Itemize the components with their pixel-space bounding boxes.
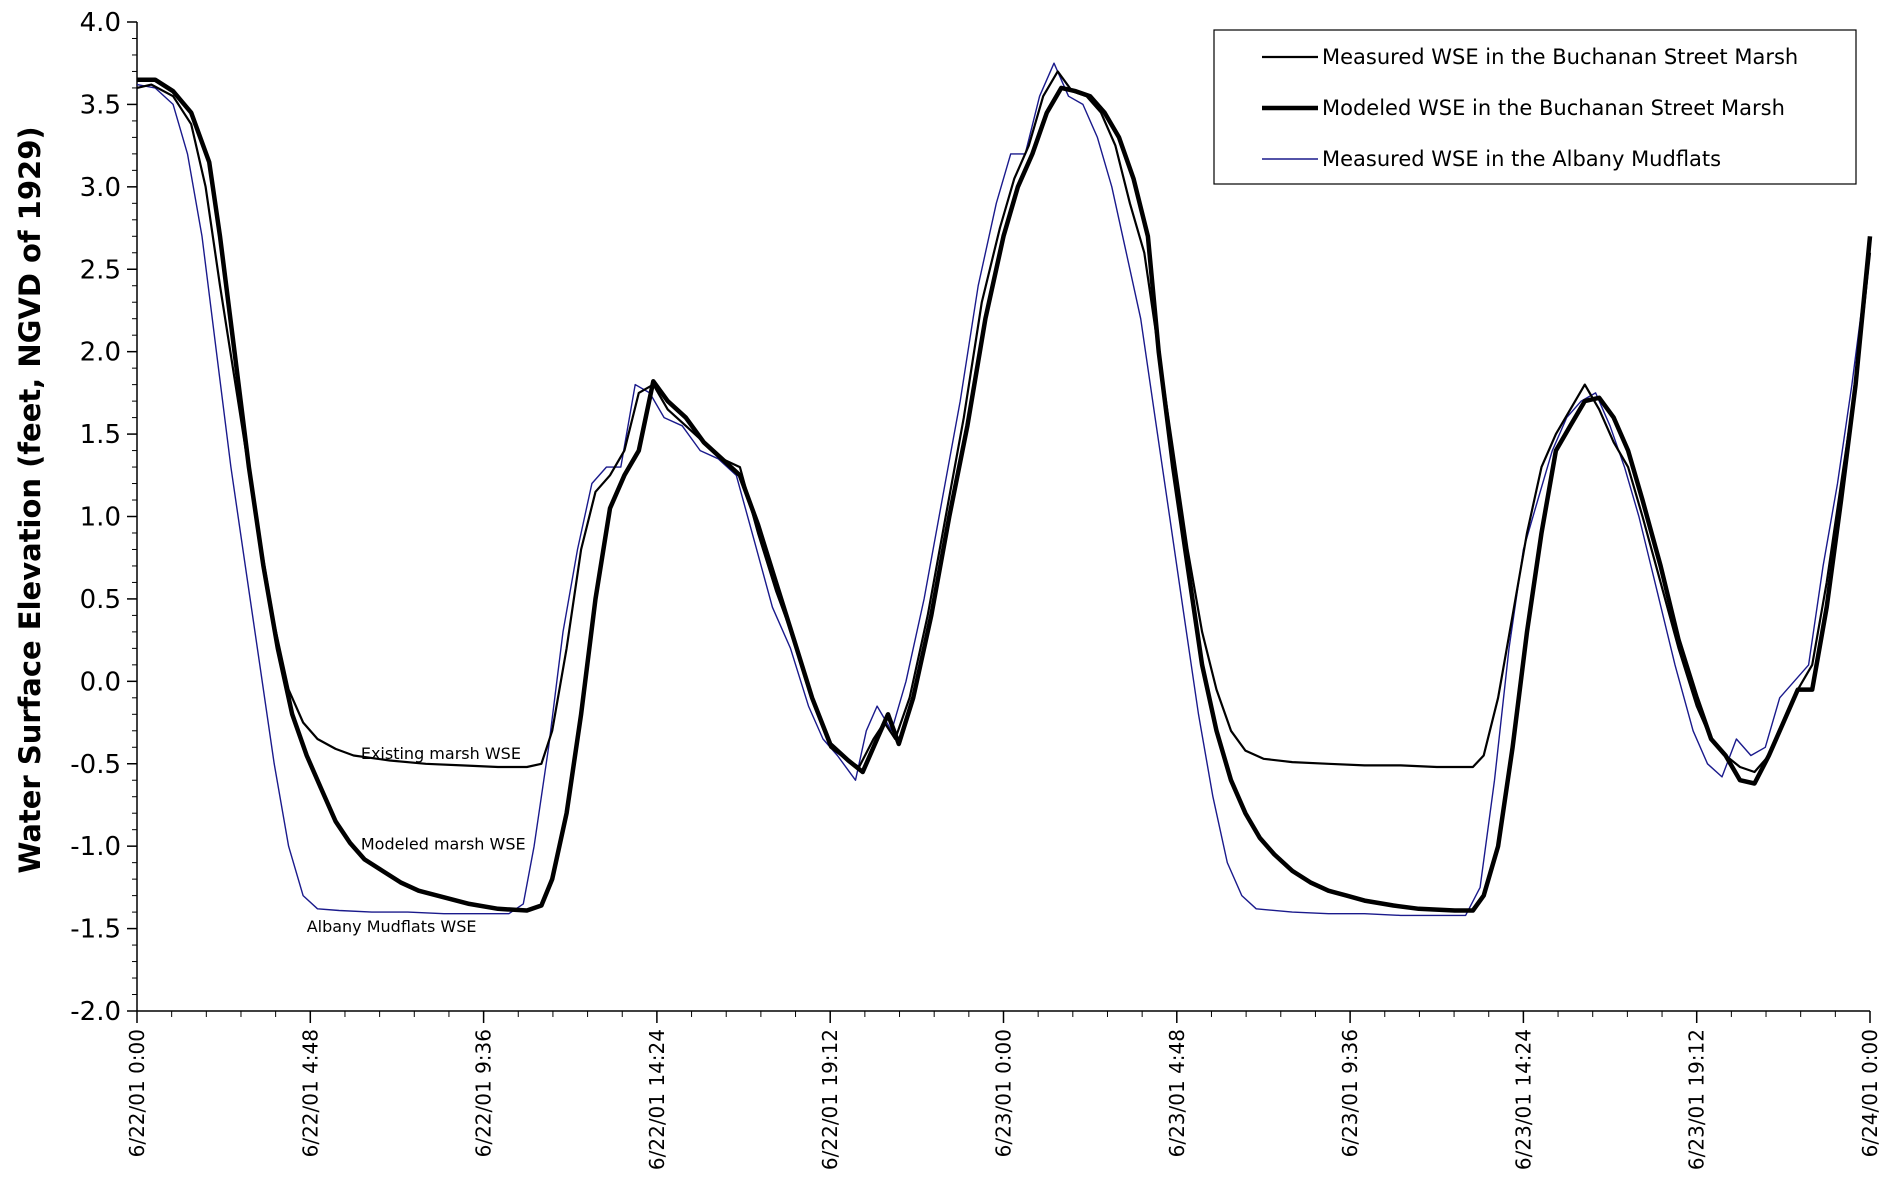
y-tick-label: 3.0 xyxy=(80,173,121,203)
x-tick-label: 6/23/01 19:12 xyxy=(1685,1029,1709,1170)
y-tick-label: 3.5 xyxy=(80,90,121,120)
x-tick-label: 6/23/01 4:48 xyxy=(1165,1029,1189,1157)
annotation-layer: Existing marsh WSE Modeled marsh WSE Alban… xyxy=(307,744,526,936)
annotation-1: Modeled marsh WSE xyxy=(361,834,526,853)
x-tick-label: 6/22/01 14:24 xyxy=(645,1029,669,1170)
y-axis-title: Water Surface Elevation (feet, NGVD of 1… xyxy=(13,126,47,873)
y-tick-label: 2.5 xyxy=(80,255,121,285)
x-tick-label: 6/23/01 14:24 xyxy=(1511,1029,1535,1170)
y-axis: 4.0 3.5 3.0 2.5 2.0 1.5 1.0 0.5 0.0 -0.5 -1.0 -1.5 -… xyxy=(70,8,137,1027)
x-tick-label: 6/23/01 9:36 xyxy=(1338,1029,1362,1157)
y-tick-label: -1.5 xyxy=(70,915,121,945)
y-tick-label: -2.0 xyxy=(70,997,121,1027)
legend-label-1: Modeled WSE in the Buchanan Street Marsh xyxy=(1322,96,1785,120)
series-line-2 xyxy=(136,62,1871,917)
y-tick-label: -0.5 xyxy=(70,750,121,780)
legend-label-2: Measured WSE in the Albany Mudflats xyxy=(1322,147,1721,171)
legend-label-0: Measured WSE in the Buchanan Street Mars… xyxy=(1322,45,1798,69)
legend: Measured WSE in the Buchanan Street Mars… xyxy=(1213,29,1857,185)
series-layer xyxy=(136,62,1873,917)
y-tick-label: 1.0 xyxy=(80,503,121,533)
x-tick-label: 6/22/01 9:36 xyxy=(472,1029,496,1157)
y-tick-label: 0.5 xyxy=(80,585,121,615)
y-tick-label: 2.0 xyxy=(80,338,121,368)
x-axis: 6/22/01 0:00 6/22/01 4:48 6/22/01 9:36 6/22… xyxy=(125,1011,1882,1170)
y-tick-label: 4.0 xyxy=(80,8,121,38)
annotation-2: Albany Mudflats WSE xyxy=(307,917,477,936)
legend-box xyxy=(1213,29,1857,185)
series-line-1 xyxy=(137,77,1873,913)
y-tick-label: 1.5 xyxy=(80,420,121,450)
annotation-0: Existing marsh WSE xyxy=(361,744,521,763)
x-tick-label: 6/22/01 19:12 xyxy=(818,1029,842,1170)
series-line-0 xyxy=(136,70,1872,774)
x-tick-label: 6/24/01 0:00 xyxy=(1858,1029,1882,1157)
x-tick-label: 6/23/01 0:00 xyxy=(992,1029,1016,1157)
x-tick-label: 6/22/01 4:48 xyxy=(298,1029,322,1157)
y-tick-label: 0.0 xyxy=(80,667,121,697)
x-tick-label: 6/22/01 0:00 xyxy=(125,1029,149,1157)
y-tick-label: -1.0 xyxy=(70,832,121,862)
